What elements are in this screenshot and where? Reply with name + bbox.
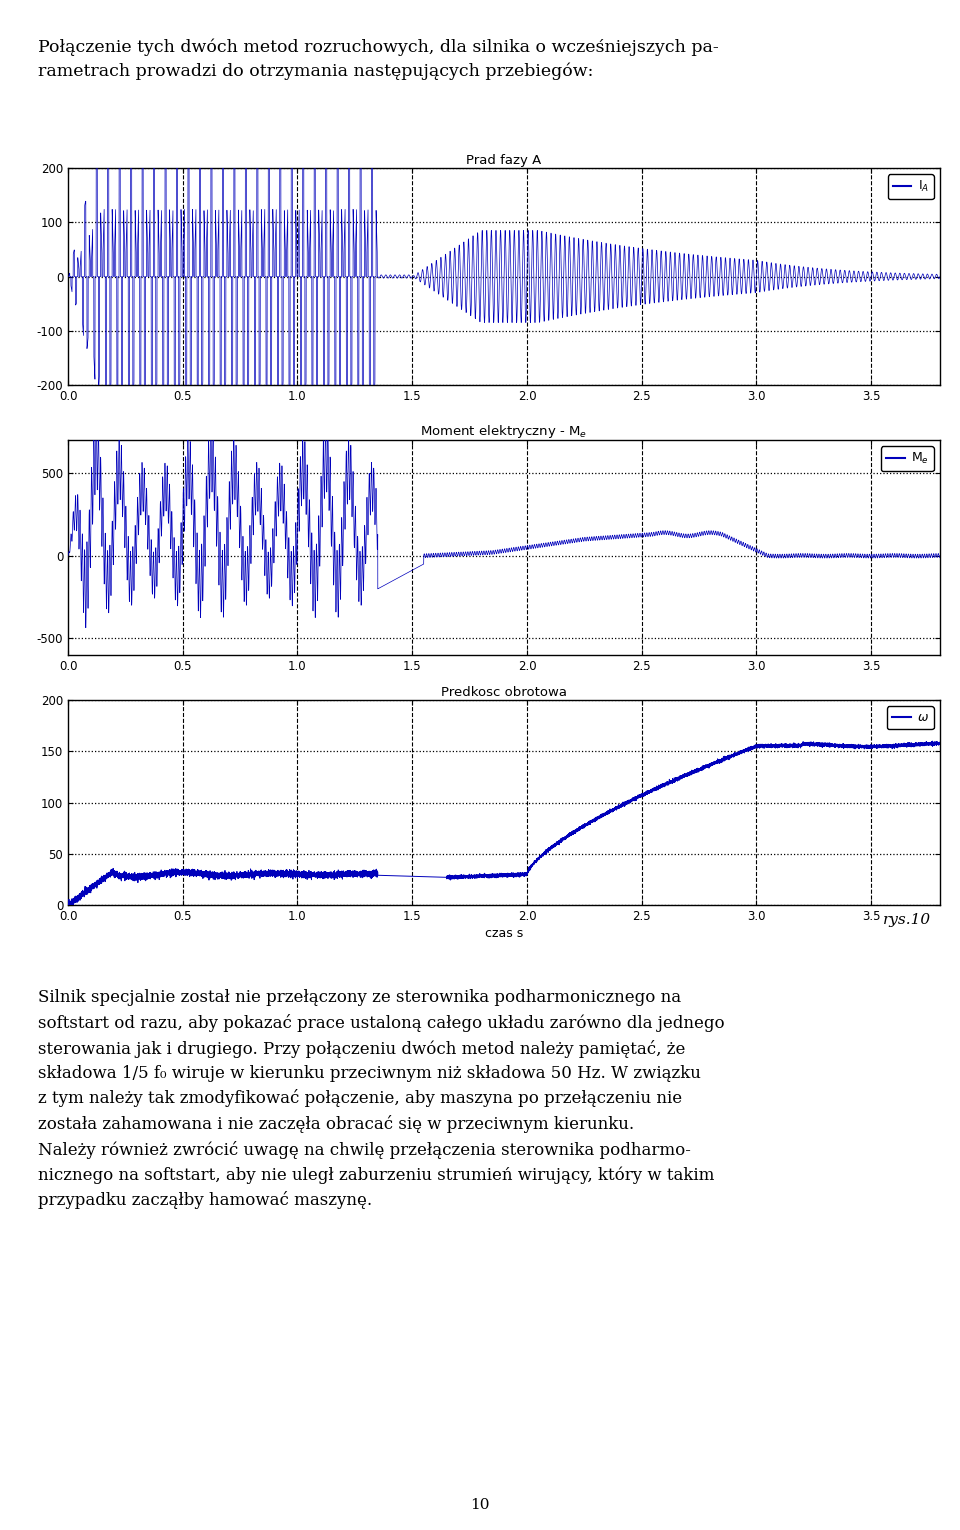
X-axis label: czas s: czas s — [485, 927, 523, 939]
Text: rametrach prowadzi do otrzymania następujących przebiegów:: rametrach prowadzi do otrzymania następu… — [38, 63, 594, 80]
Title: Moment elektryczny - M$_e$: Moment elektryczny - M$_e$ — [420, 422, 588, 441]
Legend: M$_e$: M$_e$ — [881, 447, 934, 471]
Legend: I$_A$: I$_A$ — [888, 174, 934, 199]
Legend: $\omega$: $\omega$ — [887, 707, 934, 730]
Title: Prad fazy A: Prad fazy A — [467, 155, 541, 167]
Text: Połączenie tych dwóch metod rozruchowych, dla silnika o wcześniejszych pa-: Połączenie tych dwóch metod rozruchowych… — [38, 38, 719, 55]
Text: 10: 10 — [470, 1498, 490, 1512]
Title: Predkosc obrotowa: Predkosc obrotowa — [441, 685, 567, 699]
Text: Silnik specjalnie został nie przełączony ze sterownika podharmonicznego na
softs: Silnik specjalnie został nie przełączony… — [38, 990, 725, 1209]
Text: rys.10: rys.10 — [883, 913, 931, 927]
